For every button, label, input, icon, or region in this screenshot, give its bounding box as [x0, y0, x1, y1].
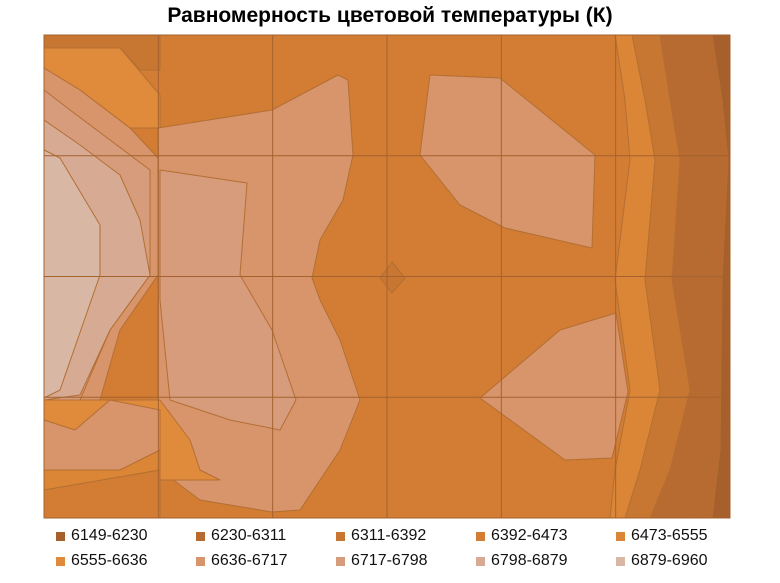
- legend-swatch: [476, 531, 485, 541]
- legend-swatch: [56, 531, 65, 541]
- legend-label: 6717-6798: [351, 552, 428, 569]
- legend-item: 6392-6473: [476, 527, 616, 545]
- contour-band-upper-right: [419, 74, 596, 249]
- legend-swatch: [196, 531, 205, 541]
- legend-swatch: [616, 531, 625, 541]
- legend-swatch: [336, 531, 345, 541]
- legend-label: 6311-6392: [351, 527, 427, 544]
- legend-label: 6798-6879: [491, 552, 568, 569]
- legend-label: 6636-6717: [211, 552, 288, 569]
- legend-swatch: [336, 556, 345, 566]
- legend-item: 6311-6392: [336, 527, 476, 545]
- legend-item: 6555-6636: [56, 552, 196, 570]
- legend: 6149-6230 6230-6311 6311-6392 6392-6473 6473…: [56, 527, 756, 570]
- legend-label: 6230-6311: [211, 527, 287, 544]
- legend-label: 6149-6230: [71, 527, 148, 544]
- legend-label: 6392-6473: [491, 527, 568, 544]
- legend-swatch: [616, 556, 625, 566]
- legend-item: 6149-6230: [56, 527, 196, 545]
- legend-item: 6230-6311: [196, 527, 336, 545]
- contour-band-lower-right: [479, 312, 629, 461]
- contour-band-small-spot: [379, 261, 406, 294]
- legend-label: 6473-6555: [631, 527, 708, 544]
- legend-label: 6555-6636: [71, 552, 148, 569]
- legend-item: 6717-6798: [336, 552, 476, 570]
- legend-swatch: [56, 556, 65, 566]
- legend-swatch: [476, 556, 485, 566]
- legend-swatch: [196, 556, 205, 566]
- legend-label: 6879-6960: [631, 552, 708, 569]
- chart-title: Равномерность цветовой температуры (К): [167, 4, 613, 27]
- legend-item: 6798-6879: [476, 552, 616, 570]
- legend-item: 6473-6555: [616, 527, 756, 545]
- contour-band-center-2: [159, 169, 297, 431]
- legend-item: 6879-6960: [616, 552, 756, 570]
- legend-item: 6636-6717: [196, 552, 336, 570]
